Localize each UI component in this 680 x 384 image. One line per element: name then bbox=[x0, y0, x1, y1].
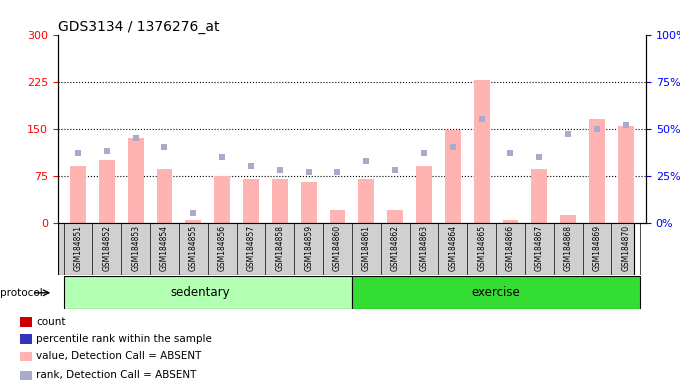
Text: GSM184860: GSM184860 bbox=[333, 225, 342, 271]
Bar bbox=[352, 276, 641, 309]
Text: count: count bbox=[37, 317, 66, 327]
Bar bbox=[387, 210, 403, 223]
Text: GSM184851: GSM184851 bbox=[73, 225, 82, 271]
Text: sedentary: sedentary bbox=[171, 286, 231, 299]
Bar bbox=[214, 176, 230, 223]
Bar bbox=[272, 179, 288, 223]
Text: GSM184855: GSM184855 bbox=[189, 225, 198, 271]
Text: value, Detection Call = ABSENT: value, Detection Call = ABSENT bbox=[37, 351, 202, 361]
Bar bbox=[531, 169, 547, 223]
Bar bbox=[301, 182, 317, 223]
Bar bbox=[70, 166, 86, 223]
Bar bbox=[20, 351, 32, 361]
Text: GSM184868: GSM184868 bbox=[564, 225, 573, 271]
Text: GSM184863: GSM184863 bbox=[420, 225, 428, 271]
Text: GSM184870: GSM184870 bbox=[622, 225, 630, 271]
Bar bbox=[503, 220, 518, 223]
Text: GSM184866: GSM184866 bbox=[506, 225, 515, 271]
Bar bbox=[20, 334, 32, 344]
Text: GSM184853: GSM184853 bbox=[131, 225, 140, 271]
Text: GSM184864: GSM184864 bbox=[448, 225, 458, 271]
Text: GSM184858: GSM184858 bbox=[275, 225, 284, 271]
Bar bbox=[63, 276, 352, 309]
Text: GSM184857: GSM184857 bbox=[246, 225, 256, 271]
Bar bbox=[99, 160, 115, 223]
Text: exercise: exercise bbox=[472, 286, 520, 299]
Text: GSM184862: GSM184862 bbox=[390, 225, 400, 271]
Bar bbox=[243, 179, 259, 223]
Bar bbox=[445, 130, 461, 223]
Bar bbox=[128, 138, 143, 223]
Bar bbox=[416, 166, 432, 223]
Text: GSM184867: GSM184867 bbox=[534, 225, 544, 271]
Bar bbox=[156, 169, 173, 223]
Text: GSM184861: GSM184861 bbox=[362, 225, 371, 271]
Bar bbox=[358, 179, 374, 223]
Bar bbox=[186, 220, 201, 223]
Text: GSM184865: GSM184865 bbox=[477, 225, 486, 271]
Text: rank, Detection Call = ABSENT: rank, Detection Call = ABSENT bbox=[37, 370, 197, 380]
Bar bbox=[330, 210, 345, 223]
Text: GSM184854: GSM184854 bbox=[160, 225, 169, 271]
Bar bbox=[20, 317, 32, 327]
Text: percentile rank within the sample: percentile rank within the sample bbox=[37, 334, 212, 344]
Text: GSM184852: GSM184852 bbox=[102, 225, 112, 271]
Text: protocol: protocol bbox=[0, 288, 43, 298]
Text: GDS3134 / 1376276_at: GDS3134 / 1376276_at bbox=[58, 20, 219, 33]
Text: GSM184859: GSM184859 bbox=[304, 225, 313, 271]
Text: GSM184869: GSM184869 bbox=[592, 225, 602, 271]
Text: GSM184856: GSM184856 bbox=[218, 225, 226, 271]
Bar bbox=[618, 126, 634, 223]
Bar bbox=[589, 119, 605, 223]
Bar bbox=[20, 371, 32, 380]
Bar bbox=[560, 215, 576, 223]
Bar bbox=[474, 80, 490, 223]
